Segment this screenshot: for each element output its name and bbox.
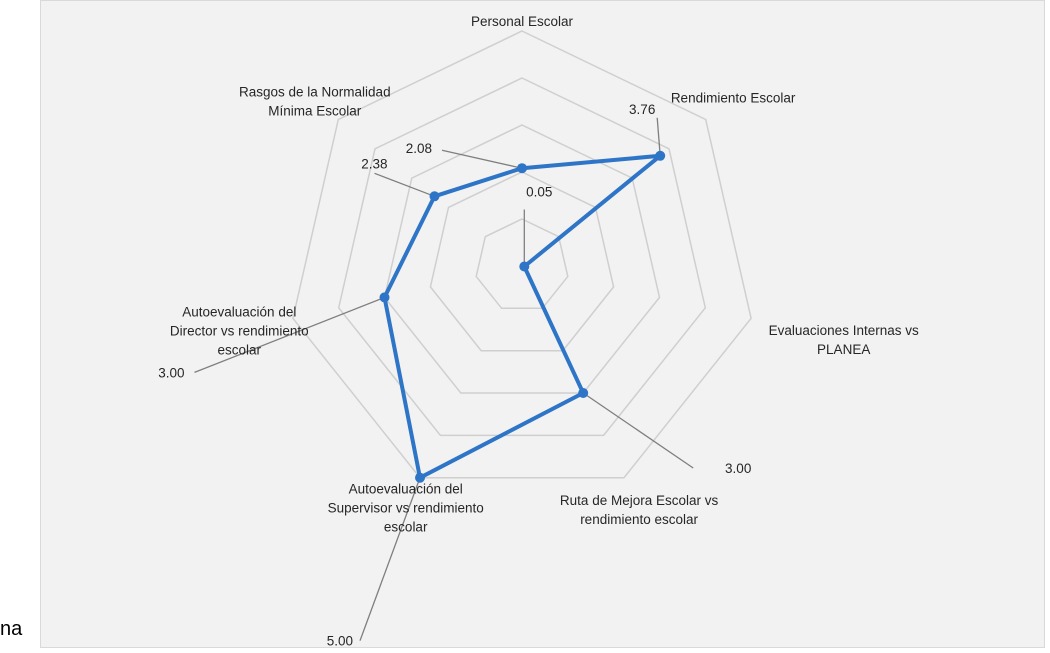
data-point-2: [655, 150, 666, 161]
value-label-1: 2.08: [406, 141, 432, 156]
value-labels: 2.08 3.76 0.05 3.00 5.00 3.00 2.38: [158, 102, 751, 649]
axis-label-4: Ruta de Mejora Escolar vs rendimiento esc…: [560, 493, 719, 527]
axis-label-3: Evaluaciones Internas vs PLANEA: [769, 323, 919, 357]
stray-text: na: [0, 618, 23, 640]
leader-line-5: [359, 477, 421, 641]
grid-ring-1: [475, 218, 569, 310]
axis-label-6: Autoevaluación del Director vs rendimient…: [170, 305, 309, 358]
leader-line-7: [374, 172, 435, 197]
chart-area: [40, 0, 1045, 648]
axis-label-2: Rendimiento Escolar: [671, 91, 796, 106]
axis-label-7: Rasgos de la Normalidad Mínima Escolar: [239, 84, 391, 118]
value-label-7: 2.38: [361, 156, 387, 171]
value-label-6: 3.00: [158, 365, 184, 380]
series-line: [382, 153, 663, 480]
data-point-5: [415, 472, 425, 483]
grid-ring-4: [337, 77, 707, 437]
data-point-3: [519, 261, 530, 272]
data-point-4: [578, 388, 589, 398]
leader-line-6: [194, 296, 385, 374]
leader-lines: [194, 117, 694, 641]
data-point-1: [517, 163, 527, 174]
data-point-6: [379, 292, 390, 303]
value-label-4: 3.00: [725, 461, 751, 476]
grid-ring-2: [429, 171, 615, 352]
value-label-3: 0.05: [526, 185, 552, 200]
axis-label-1: Personal Escolar: [471, 14, 574, 29]
leader-line-2: [656, 117, 661, 156]
grid-ring-5: [292, 30, 752, 479]
axis-label-5: Autoevaluación del Supervisor vs rendimie…: [328, 482, 484, 535]
leader-line-1: [441, 149, 523, 169]
axis-labels: Personal Escolar Rendimiento Escolar Evalu…: [170, 14, 919, 535]
value-label-5: 5.00: [327, 634, 353, 649]
value-label-2: 3.76: [629, 102, 655, 117]
leader-line-4: [582, 392, 694, 469]
data-point-7: [429, 191, 440, 202]
radar-grid: [292, 30, 752, 479]
data-series: [379, 150, 666, 483]
grid-ring-3: [383, 124, 661, 394]
